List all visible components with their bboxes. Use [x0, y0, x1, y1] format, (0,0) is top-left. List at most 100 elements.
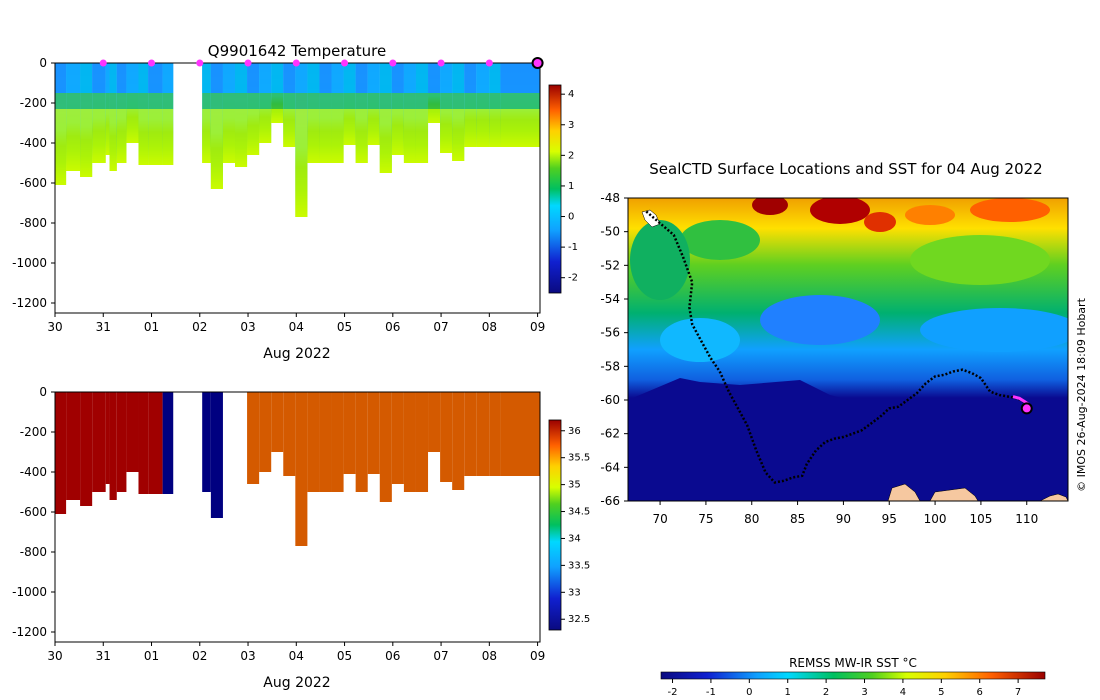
salinity-profile-column: [415, 392, 429, 492]
temperature-thermocline: [452, 93, 465, 109]
salinity-profile-column: [80, 392, 93, 506]
lon-tick-label: 85: [790, 512, 805, 526]
colorbar-tick-label: 33.5: [568, 560, 590, 571]
map-title: SealCTD Surface Locations and SST for 04…: [649, 160, 1042, 178]
temperature-thermocline: [331, 93, 344, 109]
temperature-surface-layer: [126, 63, 139, 93]
temperature-thermocline: [138, 93, 149, 109]
lon-tick-label: 70: [652, 512, 667, 526]
temperature-surface-layer: [92, 63, 106, 93]
surface-marker: [485, 59, 493, 67]
x-tick-label: 02: [192, 320, 207, 334]
temperature-deep-layer: [80, 109, 93, 177]
temperature-deep-layer: [92, 109, 106, 163]
temperature-surface-layer: [415, 63, 429, 93]
temperature-thermocline: [55, 93, 67, 109]
temperature-surface-layer: [210, 63, 223, 93]
x-tick-label: 07: [433, 649, 448, 663]
temperature-surface-layer: [452, 63, 465, 93]
temperature-surface-layer: [489, 63, 501, 93]
salinity-colorbar-ticks: 36 35.5 35 34.5 34 33.5 33 32.5: [561, 426, 590, 625]
temperature-thermocline: [92, 93, 106, 109]
lat-tick-label: -48: [600, 191, 620, 205]
salinity-profile-column: [55, 392, 67, 514]
temperature-deep-layer: [379, 109, 392, 173]
sst-colorbar-ticks: -2 -1 0 1 2 3 4 5 6 7: [668, 679, 1021, 698]
temperature-deep-layer: [452, 109, 465, 161]
colorbar-tick-label: 35.5: [568, 453, 590, 464]
temperature-title: Q9901642 Temperature: [208, 42, 386, 60]
temperature-deep-layer: [109, 109, 117, 171]
temperature-surface-layer: [343, 63, 356, 93]
temperature-surface-layer: [464, 63, 477, 93]
surface-marker: [292, 59, 300, 67]
temperature-thermocline: [271, 93, 284, 109]
colorbar-tick-label: 33: [568, 587, 581, 598]
sst-colorbar-tick-label: -1: [706, 687, 716, 698]
temperature-surface-layer: [259, 63, 272, 93]
temperature-deep-layer: [295, 109, 308, 217]
sst-colorbar-tick-label: 7: [1015, 687, 1021, 698]
salinity-profile-column: [403, 392, 416, 492]
sst-colorbar-tick-label: 6: [977, 687, 983, 698]
temperature-thermocline: [116, 93, 127, 109]
sst-colorbar-tick-label: 4: [900, 687, 906, 698]
salinity-profile-column: [148, 392, 163, 494]
temperature-surface-layer: [138, 63, 149, 93]
temperature-deep-layer: [331, 109, 344, 163]
x-tick-label: 01: [144, 320, 159, 334]
sst-colorbar-tick-label: 1: [785, 687, 791, 698]
lat-tick-label: -62: [600, 427, 620, 441]
y-tick-label: -1000: [12, 585, 47, 599]
temperature-thermocline: [391, 93, 404, 109]
credit-text: © IMOS 26-Aug-2024 18:09 Hobart: [1075, 297, 1088, 491]
colorbar-tick-label: 34.5: [568, 507, 590, 518]
y-tick-label: -200: [20, 96, 47, 110]
temperature-surface-layer: [105, 63, 110, 93]
salinity-profile-column: [283, 392, 296, 476]
x-tick-label: 05: [337, 649, 352, 663]
sst-colorbar: [660, 671, 1046, 680]
temperature-thermocline: [148, 93, 163, 109]
temperature-deep-layer: [271, 109, 284, 123]
salinity-profile-column: [109, 392, 117, 500]
x-tick-label: 03: [240, 320, 255, 334]
lat-tick-label: -56: [600, 326, 620, 340]
map-frame: [627, 197, 1069, 502]
temperature-profiles: [55, 63, 540, 217]
temperature-surface-layer: [403, 63, 416, 93]
lat-tick-label: -66: [600, 494, 620, 508]
salinity-profile-column: [379, 392, 392, 502]
salinity-profile-column: [66, 392, 81, 500]
temperature-thermocline: [162, 93, 174, 109]
temperature-thermocline: [319, 93, 332, 109]
temperature-surface-layer: [80, 63, 93, 93]
temperature-surface-layer: [295, 63, 308, 93]
temperature-surface-layer: [247, 63, 260, 93]
temperature-thermocline: [202, 93, 211, 109]
y-tick-label: -1000: [12, 256, 47, 270]
map-latitude-axis: -48 -50 -52 -54 -56 -58 -60 -62 -64 -66: [600, 191, 628, 508]
salinity-profile-column: [489, 392, 501, 476]
y-tick-label: -600: [20, 176, 47, 190]
temperature-thermocline: [343, 93, 356, 109]
salinity-profile-column: [331, 392, 344, 492]
temperature-deep-layer: [355, 109, 368, 163]
temperature-thermocline: [428, 93, 441, 109]
temperature-deep-layer: [476, 109, 490, 147]
colorbar-tick-label: 32.5: [568, 614, 590, 625]
y-tick-label: -800: [20, 216, 47, 230]
sst-colorbar-label: REMSS MW-IR SST °C: [789, 656, 917, 670]
temperature-surface-layer: [162, 63, 174, 93]
temperature-thermocline: [235, 93, 248, 109]
temperature-thermocline: [403, 93, 416, 109]
sst-colorbar-tick-label: 2: [823, 687, 829, 698]
temperature-thermocline: [415, 93, 429, 109]
temperature-surface-layer: [379, 63, 392, 93]
temperature-deep-layer: [66, 109, 81, 171]
temperature-deep-layer: [415, 109, 429, 163]
sst-map-panel: SealCTD Surface Locations and SST for 04…: [600, 160, 1088, 698]
current-position-marker: [1020, 402, 1033, 415]
x-tick-label: 04: [289, 320, 304, 334]
